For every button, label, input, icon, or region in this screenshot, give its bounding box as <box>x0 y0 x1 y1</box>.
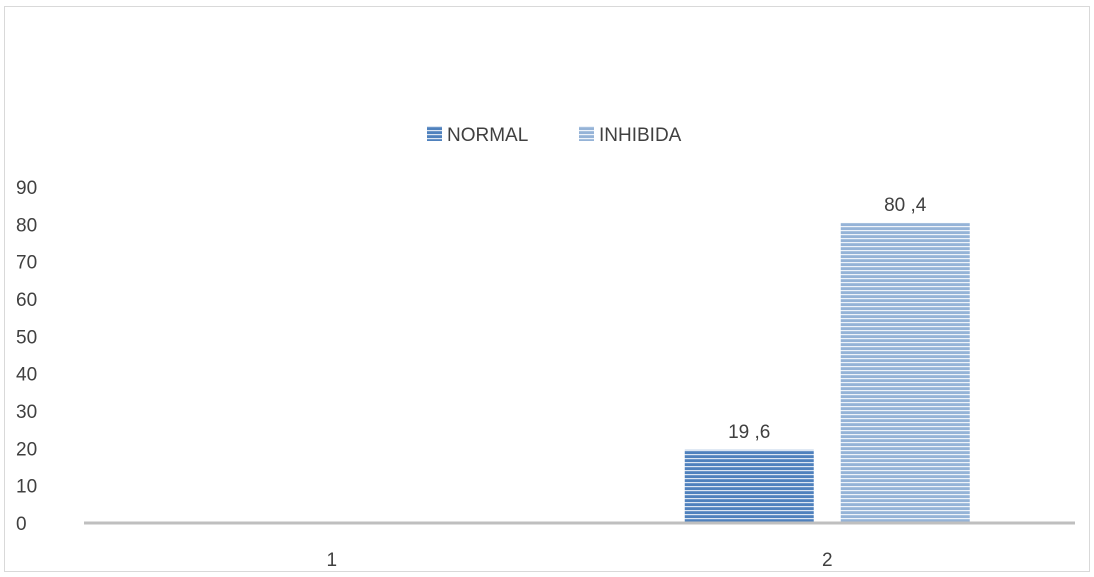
y-tick-label: 30 <box>16 402 37 423</box>
legend-item-normal: NORMAL <box>427 125 528 146</box>
y-tick-label: 40 <box>16 365 37 386</box>
bars <box>684 222 970 523</box>
y-tick-label: 10 <box>16 477 37 498</box>
x-tick-label: 2 <box>822 550 833 571</box>
y-tick-label: 20 <box>16 439 37 460</box>
legend-label-inhibida: INHIBIDA <box>599 125 682 146</box>
y-tick-label: 50 <box>16 327 37 348</box>
y-axis-ticks: 0 10 20 30 40 50 60 70 80 90 <box>16 178 37 535</box>
legend-swatch-normal <box>427 126 442 141</box>
data-labels: 19 ,6 80 ,4 <box>728 195 927 443</box>
legend-swatch-inhibida <box>579 126 594 141</box>
legend-item-inhibida: INHIBIDA <box>579 125 682 146</box>
y-tick-label: 70 <box>16 253 37 274</box>
data-label: 80 ,4 <box>884 195 927 216</box>
data-label: 19 ,6 <box>728 422 770 443</box>
y-tick-label: 80 <box>16 215 37 236</box>
y-tick-label: 60 <box>16 290 37 311</box>
y-tick-label: 90 <box>16 178 37 199</box>
y-tick-label: 0 <box>16 514 27 535</box>
bar-inhibida-cat-2 <box>840 222 970 523</box>
legend: NORMAL INHIBIDA <box>427 125 682 146</box>
bar-normal-cat-2 <box>684 449 814 523</box>
x-tick-label: 1 <box>326 550 337 571</box>
legend-label-normal: NORMAL <box>447 125 528 146</box>
